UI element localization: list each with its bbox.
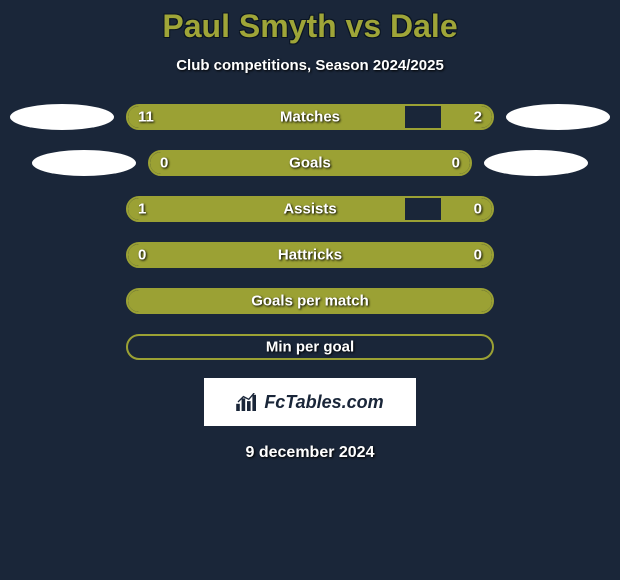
bar-fill-right: [441, 198, 492, 220]
stat-label: Min per goal: [266, 339, 354, 356]
logo-box: FcTables.com: [204, 378, 416, 426]
player-ellipse-right: [506, 104, 610, 130]
player-ellipse-left: [32, 150, 136, 176]
stat-value-right: 0: [474, 201, 482, 218]
stat-label: Goals per match: [251, 293, 369, 310]
stat-row: 0 0 Goals: [10, 150, 610, 176]
stat-label: Goals: [289, 155, 331, 172]
spacer: [10, 242, 114, 268]
stat-row: 0 0 Hattricks: [10, 242, 610, 268]
bar-fill-left: [128, 198, 405, 220]
stat-bar-track: Min per goal: [126, 334, 494, 360]
stat-value-left: 0: [160, 155, 168, 172]
stat-row: 11 2 Matches: [10, 104, 610, 130]
stat-bar-track: 0 0 Hattricks: [126, 242, 494, 268]
stat-row: Min per goal: [10, 334, 610, 360]
stat-value-right: 0: [474, 247, 482, 264]
spacer: [10, 196, 114, 222]
player-ellipse-left: [10, 104, 114, 130]
spacer: [10, 334, 114, 360]
spacer: [506, 196, 610, 222]
stat-row: 1 0 Assists: [10, 196, 610, 222]
stat-value-left: 0: [138, 247, 146, 264]
stat-label: Hattricks: [278, 247, 342, 264]
page-title: Paul Smyth vs Dale: [162, 8, 457, 45]
bar-fill-right: [441, 106, 492, 128]
page-subtitle: Club competitions, Season 2024/2025: [176, 57, 444, 74]
player-ellipse-right: [484, 150, 588, 176]
stat-value-left: 11: [138, 109, 154, 126]
spacer: [506, 334, 610, 360]
chart-icon: [236, 393, 258, 411]
logo-text: FcTables.com: [264, 392, 383, 413]
spacer: [10, 288, 114, 314]
stat-bar-track: Goals per match: [126, 288, 494, 314]
bar-fill-left: [128, 106, 405, 128]
spacer: [506, 242, 610, 268]
stat-bar-track: 1 0 Assists: [126, 196, 494, 222]
stat-label: Assists: [283, 201, 336, 218]
stat-value-left: 1: [138, 201, 146, 218]
date-text: 9 december 2024: [246, 444, 375, 462]
stats-container: 11 2 Matches 0 0 Goals 1 0 Assists 0 0 Hattricks Goa…: [0, 104, 620, 360]
stat-value-right: 2: [474, 109, 482, 126]
stat-bar-track: 0 0 Goals: [148, 150, 472, 176]
stat-label: Matches: [280, 109, 340, 126]
spacer: [506, 288, 610, 314]
stat-value-right: 0: [452, 155, 460, 172]
stat-bar-track: 11 2 Matches: [126, 104, 494, 130]
stat-row: Goals per match: [10, 288, 610, 314]
